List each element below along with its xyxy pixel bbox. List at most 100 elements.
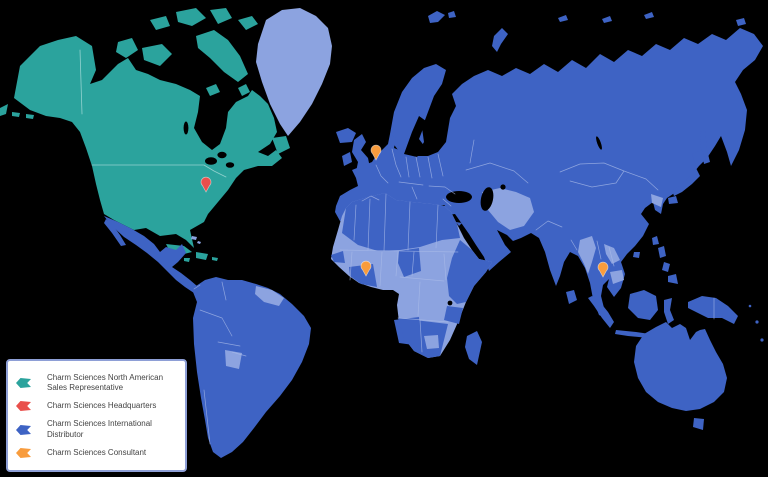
consultant-pin-icon [360, 260, 372, 277]
islands-philippines [658, 246, 678, 284]
island-honshu [672, 168, 700, 196]
region-tanzania [444, 306, 463, 324]
consultant-pin-west-africa [360, 260, 372, 277]
lake-superior [205, 157, 217, 165]
layer-seas [183, 116, 602, 306]
island-devon [238, 16, 258, 30]
border-us-canada [91, 164, 227, 178]
caspian-sea [480, 187, 494, 211]
ribbon-swatch-icon-blue [16, 424, 31, 435]
legend-item-consultant: Charm Sciences Consultant [12, 447, 179, 459]
layer-land [0, 8, 764, 458]
region-guyanas [255, 286, 284, 306]
island-svalbard [428, 11, 456, 23]
borders-asia [465, 139, 659, 267]
legend-item-international-distributor: Charm Sciences International Distributor [12, 419, 179, 440]
region-caribbean-teal [166, 244, 218, 262]
island-ellesmere [176, 8, 206, 26]
island-jamaica [184, 258, 190, 262]
island-taiwan [652, 236, 659, 245]
lake-erie-ontario [225, 162, 235, 168]
borders-europe [361, 148, 456, 207]
island-novaya-zemlya [492, 28, 508, 52]
legend-item-headquarters: Charm Sciences Headquarters [12, 401, 179, 412]
ribbon-swatch-icon-teal [16, 378, 31, 389]
border-alaska-canada [79, 49, 83, 115]
region-southern-africa [398, 318, 448, 358]
island-hokkaido [692, 150, 706, 166]
region-south-america [193, 277, 311, 458]
borders-africa [339, 193, 459, 353]
island-small-arctic [238, 84, 250, 96]
consultant-pin-netherlands [370, 144, 382, 161]
legend-item-north-american-rep: Charm Sciences North American Sales Repr… [12, 373, 179, 394]
island-new-guinea [688, 296, 738, 324]
region-chad [398, 248, 421, 277]
island-pacific-3 [748, 304, 752, 308]
island-madagascar [465, 331, 482, 365]
aleutians [0, 104, 34, 119]
aral-sea [500, 184, 506, 190]
region-greenland [256, 8, 332, 136]
region-cambodia [610, 270, 624, 284]
consultant-pin-thailand [597, 261, 609, 278]
island-siberian-3 [644, 12, 654, 19]
island-southampton [206, 84, 220, 96]
islands-pacific [748, 304, 764, 342]
region-zimbabwe [424, 335, 439, 349]
island-sulawesi [664, 298, 674, 324]
region-senegal [331, 251, 345, 263]
lake-victoria [447, 300, 453, 306]
consultant-pin-icon [597, 261, 609, 278]
island-siberian-1 [558, 15, 568, 22]
headquarters-pin-northeast-us [200, 176, 212, 193]
black-sea [446, 191, 472, 203]
region-horn-of-africa [447, 240, 492, 304]
island-hainan [633, 252, 640, 258]
region-ireland [342, 152, 352, 166]
region-north-korea [651, 194, 663, 207]
island-arctic-1 [210, 8, 232, 24]
ribbon-swatch-icon-orange [16, 448, 31, 459]
lake-huron [217, 151, 227, 159]
region-central-asia [482, 188, 534, 230]
region-north-africa [342, 193, 460, 251]
region-laos [604, 244, 620, 264]
island-banks [116, 38, 138, 58]
island-victoria [142, 44, 172, 66]
island-siberian-2 [602, 16, 612, 23]
legend-item-label: Charm Sciences International Distributor [47, 419, 152, 439]
ribbon-swatch-icon-red [16, 401, 31, 412]
consultant-pin-icon [370, 144, 382, 161]
region-scandinavia [390, 64, 446, 156]
region-mexico-central-america [104, 216, 201, 293]
island-wrangel [736, 18, 746, 26]
legend-item-label: Charm Sciences North American Sales Repr… [47, 372, 164, 393]
legend-item-label: Charm Sciences Headquarters [47, 401, 157, 411]
legend-item-label: Charm Sciences Consultant [47, 447, 147, 457]
island-arctic-2 [150, 16, 170, 30]
island-baffin [196, 30, 248, 82]
island-puerto-rico [212, 257, 218, 261]
layer-country-borders [79, 49, 715, 445]
island-tasmania [693, 418, 704, 430]
region-eurasia [335, 28, 763, 319]
region-baja-california [104, 219, 126, 246]
borders-south-america [193, 281, 247, 445]
island-hispaniola [196, 252, 208, 260]
map-legend: Charm Sciences North American Sales Repr… [6, 359, 187, 472]
island-pacific-1 [755, 320, 759, 324]
lake-winnipeg [183, 121, 189, 135]
island-cyprus [456, 222, 462, 226]
headquarters-pin-icon [200, 176, 212, 193]
lake-baikal [596, 136, 602, 150]
region-arctic-archipelago [0, 8, 290, 154]
region-paraguay [225, 350, 242, 369]
region-ghana-west-africa [349, 264, 377, 287]
island-pacific-2 [760, 338, 764, 342]
island-sumatra [588, 296, 614, 328]
island-java [615, 330, 650, 338]
island-newfoundland [272, 136, 290, 154]
